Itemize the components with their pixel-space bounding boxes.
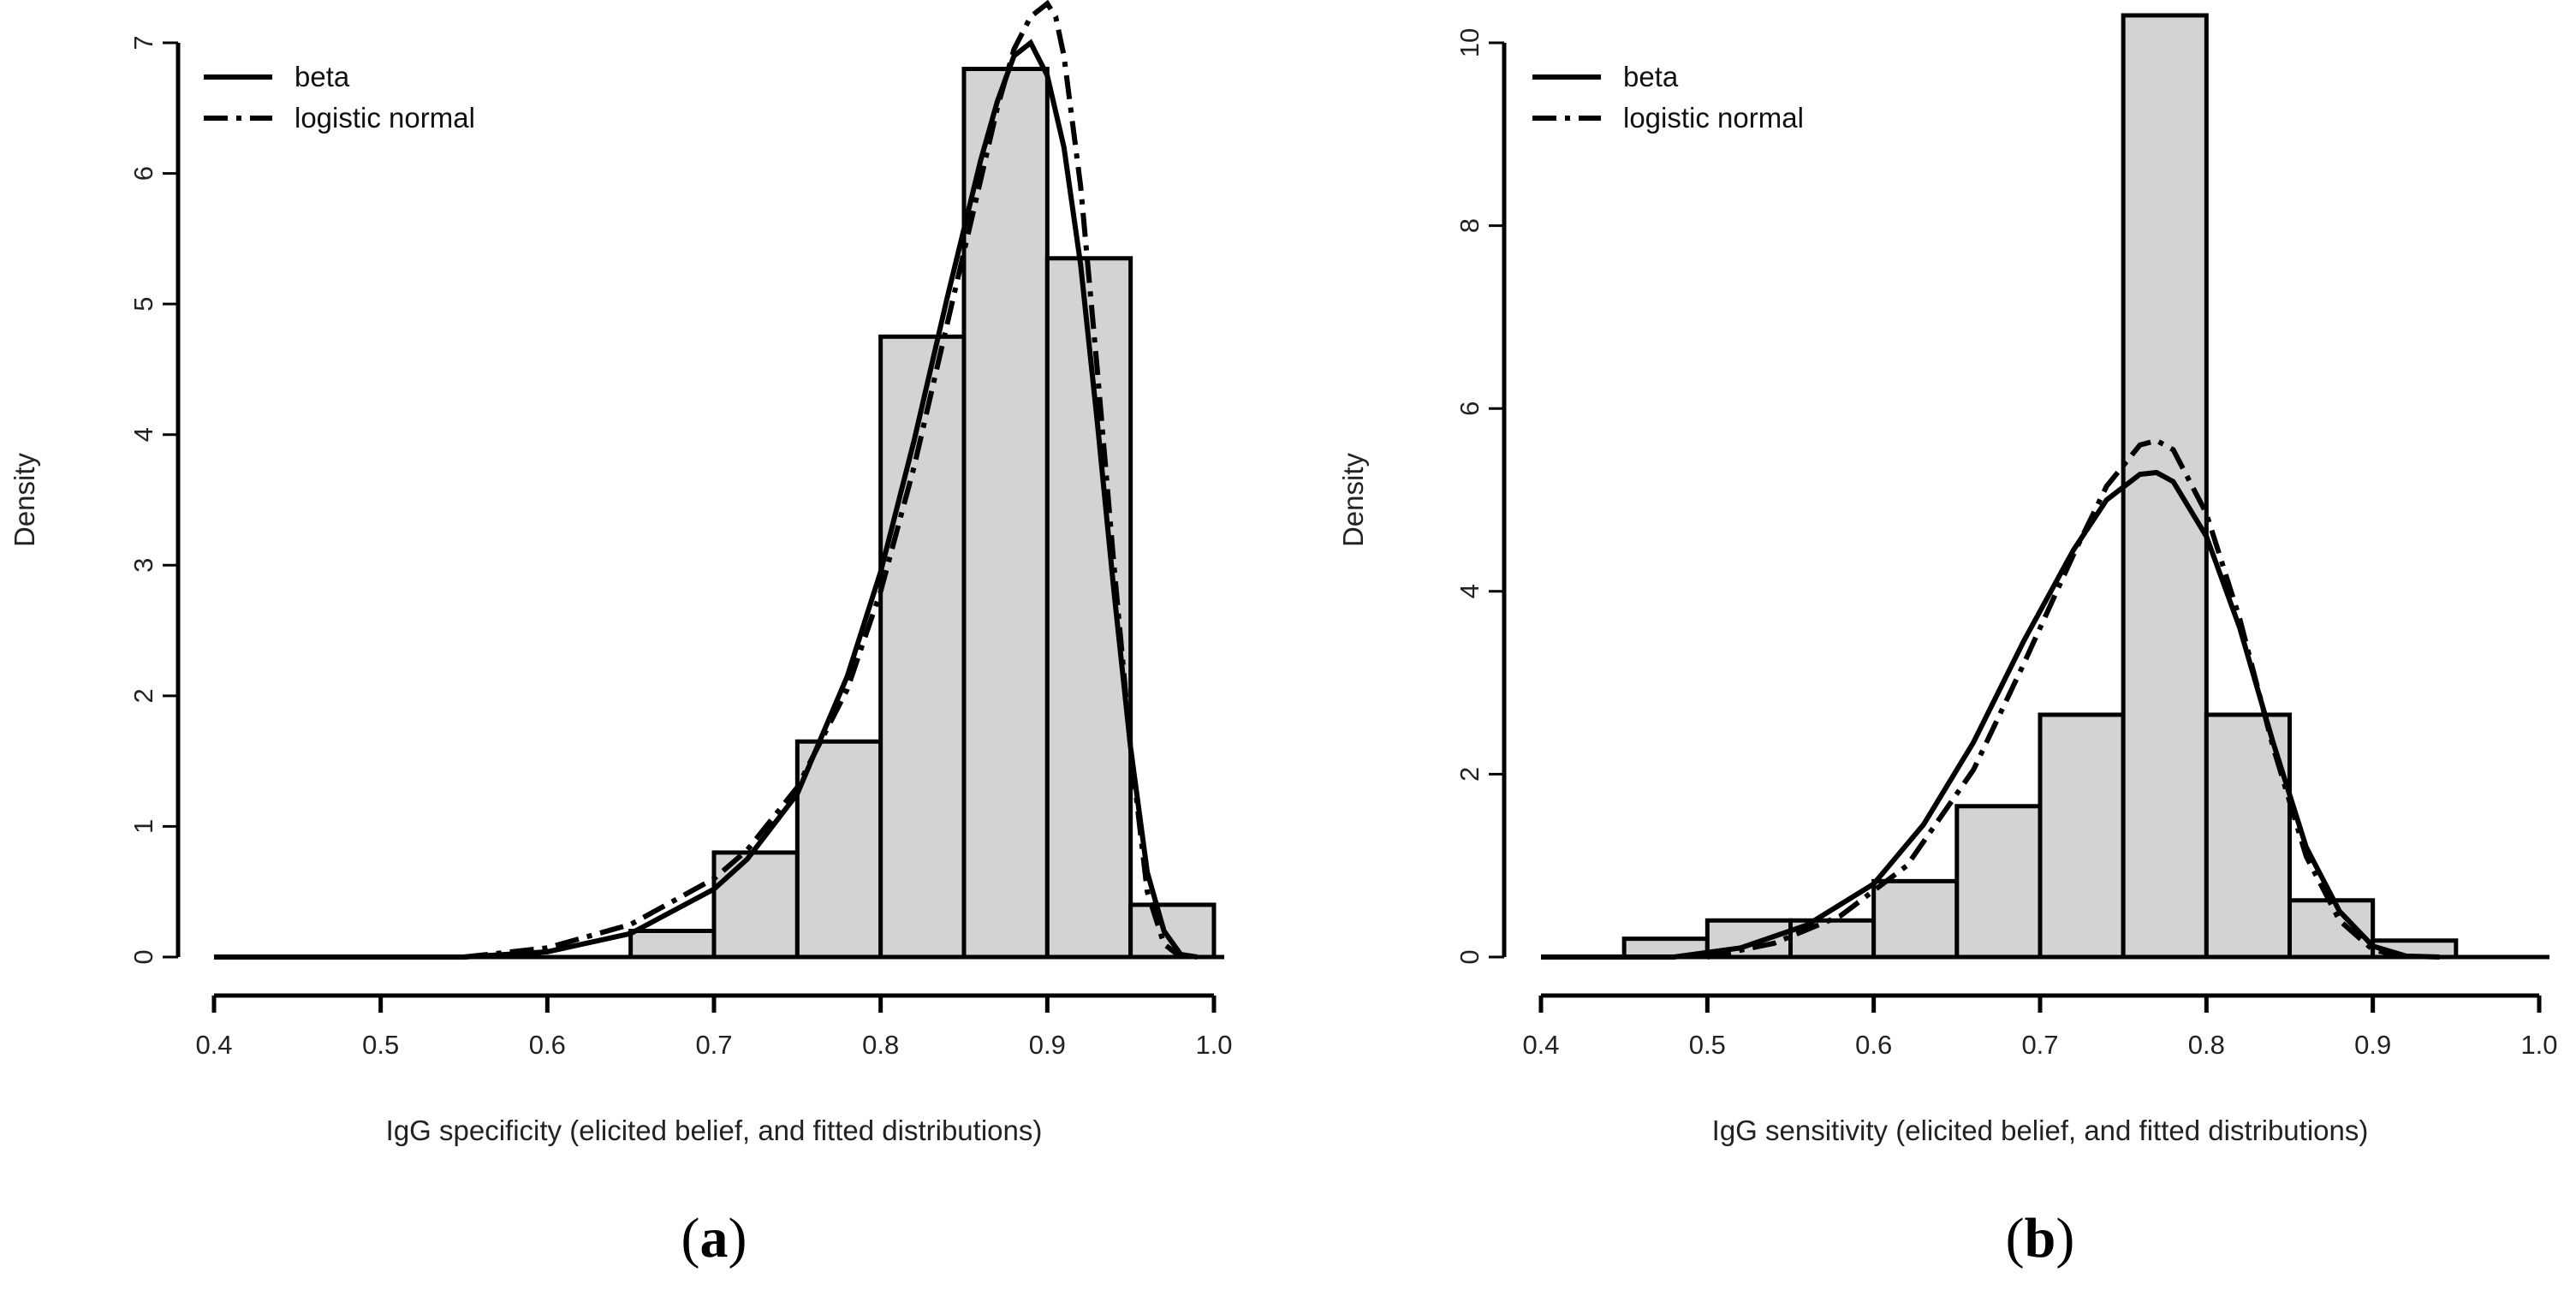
y-tick-label: 2 [1455, 767, 1484, 782]
histogram-bar [794, 739, 883, 960]
histogram-bar [961, 67, 1050, 960]
y-axis-title: Density [9, 452, 40, 547]
y-tick-label: 4 [128, 427, 158, 442]
y-tick-label: 10 [1455, 28, 1484, 57]
logistic-normal-density-curve [1706, 437, 2407, 960]
beta-density-curve [1541, 469, 2440, 960]
beta-density-curve [214, 39, 1198, 960]
legend-logistic-normal-label: logistic normal [1623, 102, 1804, 134]
histogram-bar [1871, 878, 1960, 960]
y-tick-label: 6 [1455, 401, 1484, 416]
histogram-bar [2287, 898, 2376, 960]
y-axis-title: Density [1337, 452, 1369, 547]
x-tick-label: 1.0 [2520, 1030, 2557, 1060]
x-tick-label: 0.6 [529, 1030, 566, 1060]
x-axis-title: IgG sensitivity (elicited belief, and fi… [1712, 1115, 2369, 1146]
panel-a-histogram: 0.4 0.5 0.6 0.7 0.8 0.9 1.0 0 1 2 3 4 5 6 7 IgG speci… [9, 0, 1233, 1269]
x-axis-title: IgG specificity (elicited belief, and fi… [386, 1115, 1043, 1146]
y-tick-label: 3 [128, 558, 158, 573]
panel-label-a: (a) [681, 1207, 747, 1269]
x-tick-label: 0.4 [195, 1030, 232, 1060]
logistic-normal-density-curve [463, 0, 1182, 960]
histogram-bar [2038, 712, 2126, 960]
y-tick-label: 6 [128, 166, 158, 181]
y-tick-label: 8 [1455, 218, 1484, 233]
y-tick-label: 0 [128, 949, 158, 964]
y-tick-label: 2 [128, 688, 158, 703]
panel-label-b: (b) [2006, 1207, 2075, 1269]
x-tick-label: 0.7 [2021, 1030, 2058, 1060]
legend-beta-label: beta [294, 61, 350, 92]
panel-b-histogram: 0.4 0.5 0.6 0.7 0.8 0.9 1.0 0 2 4 6 8 10 IgG sensit… [1337, 13, 2558, 1269]
y-tick-label: 0 [1455, 949, 1484, 964]
x-tick-label: 0.4 [1522, 1030, 1559, 1060]
x-tick-label: 0.6 [1855, 1030, 1892, 1060]
histogram-bar [1954, 804, 2043, 960]
x-tick-label: 0.5 [362, 1030, 399, 1060]
x-tick-label: 0.8 [862, 1030, 899, 1060]
y-tick-label: 7 [128, 35, 158, 50]
histogram-bar [628, 928, 717, 960]
legend-beta-label: beta [1623, 61, 1679, 92]
histogram-bar [2121, 13, 2209, 960]
x-tick-label: 0.8 [2188, 1030, 2225, 1060]
legend-logistic-normal-label: logistic normal [294, 102, 475, 134]
legend: beta logistic normal [1532, 61, 1804, 134]
x-tick-label: 0.7 [695, 1030, 732, 1060]
legend: beta logistic normal [204, 61, 475, 134]
y-tick-label: 1 [128, 819, 158, 834]
histogram-bar [878, 334, 967, 960]
y-tick-label: 4 [1455, 584, 1484, 598]
x-tick-label: 1.0 [1195, 1030, 1232, 1060]
x-tick-label: 0.5 [1689, 1030, 1726, 1060]
y-tick-label: 5 [128, 297, 158, 312]
x-tick-label: 0.9 [2354, 1030, 2391, 1060]
x-tick-label: 0.9 [1029, 1030, 1066, 1060]
